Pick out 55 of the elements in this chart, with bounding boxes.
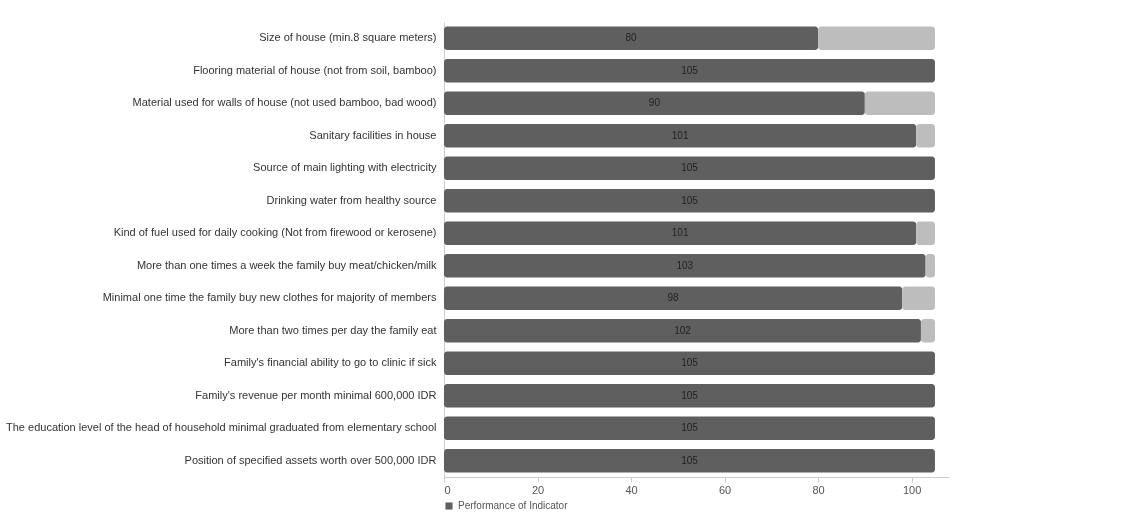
data-label: 105 [681, 162, 699, 174]
bar [444, 351, 935, 375]
bar [444, 189, 935, 213]
data-label: 102 [674, 324, 692, 336]
data-label: 80 [625, 32, 638, 44]
y-tick-label: Minimal one time the family buy new clothes for majority of members [102, 291, 437, 304]
bar [444, 319, 921, 343]
data-label: 105 [681, 194, 699, 206]
bar [444, 26, 819, 50]
y-tick-label: Family's revenue per month minimal 600,000 IDR [195, 388, 437, 401]
data-label: 101 [671, 129, 689, 141]
data-label: 105 [681, 357, 699, 369]
bar [444, 384, 935, 408]
data-label: 105 [681, 389, 699, 401]
y-tick-label: Sanitary facilities in house [309, 128, 437, 141]
y-tick-label: Drinking water from healthy source [266, 193, 437, 206]
legend-label: Performance of Indicator [458, 500, 569, 511]
bar [444, 59, 935, 83]
bar [920, 319, 935, 343]
data-label: 101 [671, 227, 689, 239]
data-label: 105 [681, 64, 699, 76]
y-tick-label: Position of specified assets worth over 500,000 IDR [184, 453, 437, 466]
x-tick-label: 40 [625, 483, 638, 496]
bar [444, 286, 903, 310]
bar [444, 449, 935, 473]
y-tick-label: Flooring material of house (not from soil, bamboo) [193, 63, 437, 76]
data-label: 105 [681, 422, 699, 434]
y-tick-label: Kind of fuel used for daily cooking (Not from firewood or kerosene) [113, 226, 437, 239]
y-tick-label: Source of main lighting with electricity [253, 161, 437, 174]
bar [818, 26, 935, 50]
x-tick-label: 60 [718, 483, 732, 496]
x-tick-label: 0 [444, 483, 451, 496]
bar [444, 156, 935, 180]
data-label: 105 [681, 454, 699, 466]
x-tick-label: 20 [531, 483, 545, 496]
y-tick-label: Family's financial ability to go to clinic if sick [224, 356, 437, 369]
bar [444, 254, 926, 278]
x-tick-label: 100 [902, 483, 922, 496]
bar [444, 124, 917, 148]
bar [916, 124, 935, 148]
bar [902, 286, 935, 310]
bar [444, 91, 865, 115]
bar [925, 254, 935, 278]
bar [444, 221, 917, 245]
y-tick-label: More than two times per day the family eat [229, 323, 437, 336]
bar [864, 91, 935, 115]
y-tick-label: The education level of the head of household minimal graduated from elementary school [6, 421, 437, 434]
data-label: 103 [676, 259, 694, 271]
bar [444, 416, 935, 440]
y-tick-label: Size of house (min.8 square meters) [259, 31, 437, 44]
data-label: 98 [667, 292, 680, 304]
x-tick-label: 80 [812, 483, 825, 496]
y-tick-label: Material used for walls of house (not used bamboo, bad wood) [132, 96, 437, 109]
bar [916, 221, 935, 245]
y-tick-label: More than one times a week the family buy meat/chicken/milk [136, 258, 437, 271]
